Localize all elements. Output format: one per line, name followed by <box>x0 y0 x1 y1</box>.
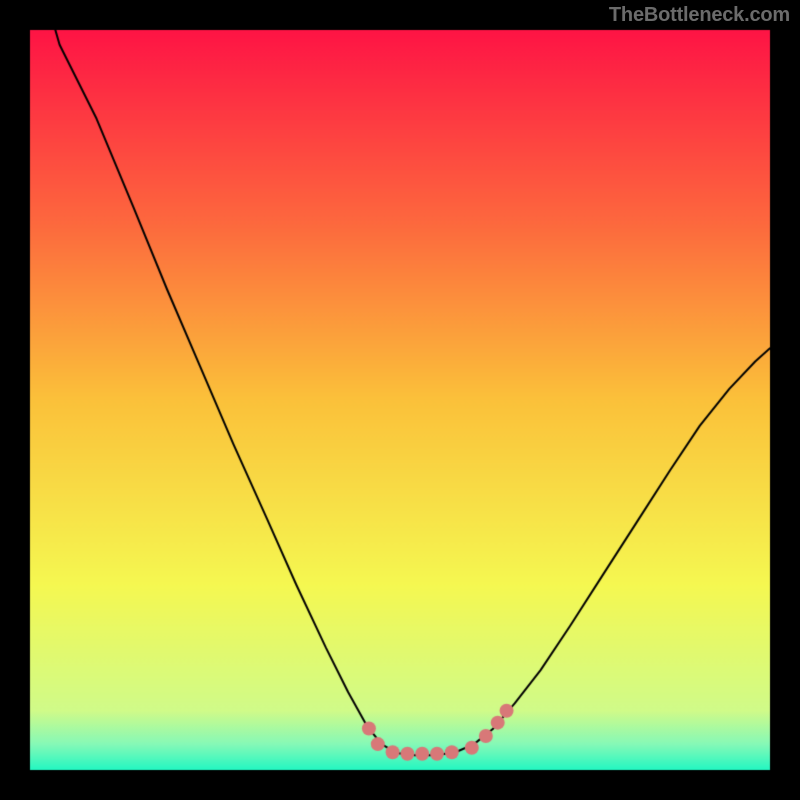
chart-stage: TheBottleneck.com <box>0 0 800 800</box>
watermark-text: TheBottleneck.com <box>609 4 790 27</box>
bottleneck-curve-chart <box>0 0 800 800</box>
